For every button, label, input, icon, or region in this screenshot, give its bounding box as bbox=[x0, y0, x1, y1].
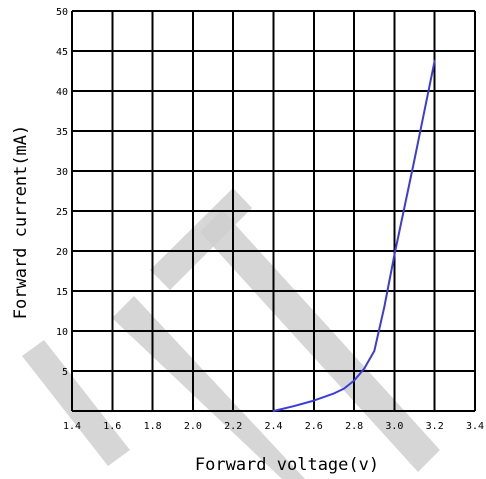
y-tick-label: 10 bbox=[56, 327, 68, 338]
x-tick-label: 1.6 bbox=[103, 421, 121, 432]
y-tick-label: 30 bbox=[56, 167, 68, 178]
watermark-stroke-top bbox=[150, 188, 252, 290]
watermark-stroke-lower bbox=[112, 296, 305, 479]
y-axis-tick-labels: 5 10 15 20 25 30 35 40 45 50 bbox=[56, 7, 68, 378]
watermark-stroke-left bbox=[22, 340, 130, 466]
series-line-0 bbox=[272, 59, 436, 412]
chart-grid bbox=[71, 10, 476, 412]
x-tick-label: 2.8 bbox=[345, 421, 363, 432]
x-tick-label: 3.2 bbox=[426, 421, 444, 432]
y-tick-label: 15 bbox=[56, 287, 68, 298]
chart-series bbox=[272, 59, 436, 412]
y-tick-label: 5 bbox=[62, 367, 68, 378]
x-tick-label: 1.8 bbox=[144, 421, 162, 432]
x-tick-label: 2.0 bbox=[184, 421, 202, 432]
y-tick-label: 50 bbox=[56, 7, 68, 18]
x-tick-label: 3.0 bbox=[385, 421, 403, 432]
x-axis-tick-labels: 1.4 1.6 1.8 2.0 2.2 2.4 2.6 2.8 3.0 3.2 3.4 bbox=[63, 421, 484, 432]
x-tick-label: 2.4 bbox=[264, 421, 282, 432]
x-axis-label: Forward voltage(v) bbox=[195, 455, 379, 475]
watermark bbox=[22, 188, 440, 479]
x-tick-label: 2.2 bbox=[224, 421, 242, 432]
watermark-stroke-long bbox=[200, 210, 440, 472]
y-tick-label: 20 bbox=[56, 247, 68, 258]
y-axis-label: Forward current(mA) bbox=[11, 125, 31, 319]
x-tick-label: 1.4 bbox=[63, 421, 81, 432]
y-tick-label: 45 bbox=[56, 47, 68, 58]
y-tick-label: 35 bbox=[56, 127, 68, 138]
y-tick-label: 25 bbox=[56, 207, 68, 218]
x-tick-label: 3.4 bbox=[466, 421, 484, 432]
y-tick-label: 40 bbox=[56, 87, 68, 98]
x-tick-label: 2.6 bbox=[305, 421, 323, 432]
